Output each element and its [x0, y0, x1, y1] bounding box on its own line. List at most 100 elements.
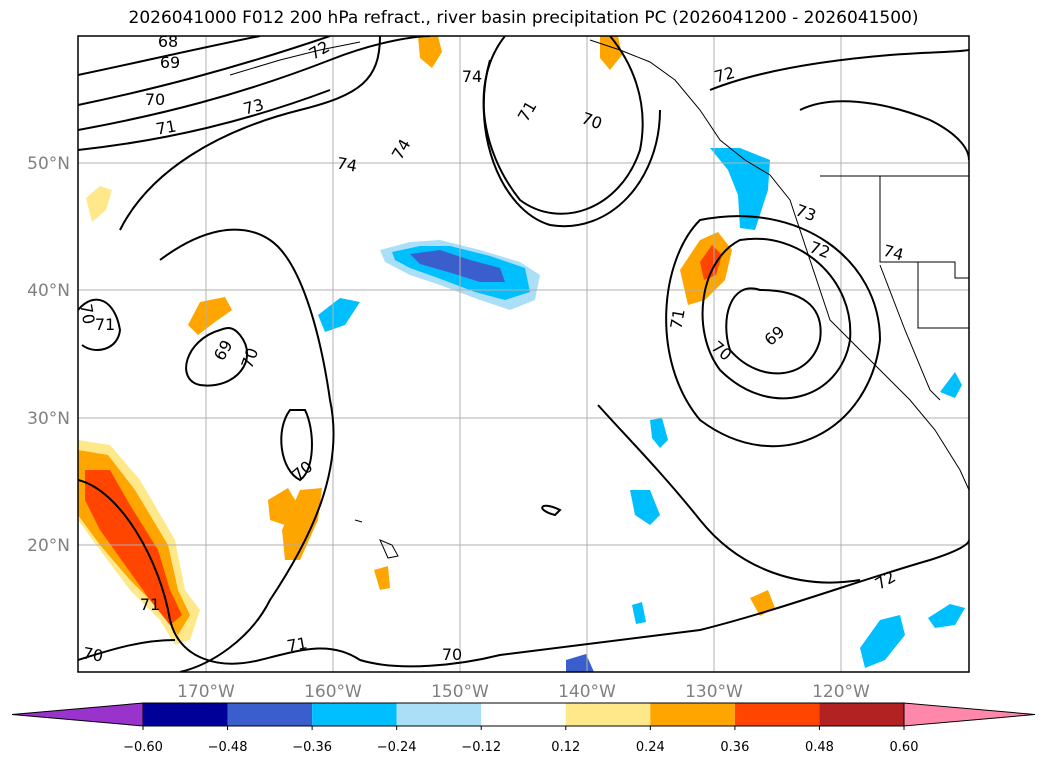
colorbar-tick-label: −0.48 — [208, 740, 248, 755]
contour-label: 68 — [158, 32, 178, 51]
map-area[interactable] — [78, 36, 969, 672]
map-background — [78, 36, 969, 672]
colorbar-segment — [143, 703, 228, 726]
refractivity-contours — [78, 36, 969, 672]
lat-label: 50°N — [27, 154, 70, 174]
lon-label: 160°W — [304, 682, 362, 702]
positive-region-southwest-max — [85, 470, 182, 625]
contour-label: 70 — [145, 90, 165, 109]
contour-label: 70 — [76, 302, 98, 325]
contour-label: 74 — [881, 241, 906, 265]
lon-label: 170°W — [177, 682, 235, 702]
negative-small-2 — [630, 490, 660, 525]
colorbar-segment — [481, 703, 566, 726]
contour-70-west — [185, 327, 249, 387]
colorbar-tick-label: 0.48 — [805, 740, 834, 755]
colorbar-segment — [819, 703, 904, 726]
state-borders — [879, 176, 969, 279]
lon-label: 140°W — [558, 682, 616, 702]
negative-small-5 — [928, 604, 965, 628]
lon-label: 150°W — [431, 682, 489, 702]
hawaii-islets — [354, 519, 363, 523]
coastlines — [229, 39, 969, 559]
lon-label: 120°W — [812, 682, 870, 702]
positive-small-1 — [188, 297, 232, 335]
contour-71-south — [78, 479, 969, 668]
negative-region-coast — [710, 148, 770, 230]
contour-68 — [78, 36, 261, 76]
latitude-labels: 50°N 40°N 30°N 20°N — [27, 154, 70, 556]
negative-small-1 — [318, 298, 360, 332]
colorbar-segment — [227, 703, 313, 726]
contour-70-sw — [78, 639, 176, 661]
contour-label: 71 — [95, 315, 115, 334]
contour-label: 73 — [241, 95, 266, 119]
positive-small-6 — [750, 590, 775, 616]
longitude-labels: 170°W 160°W 150°W 140°W 130°W 120°W — [177, 682, 870, 702]
colorbar-tick-label: −0.36 — [292, 740, 332, 755]
contour-71-east — [665, 215, 882, 448]
contour-72-east — [709, 49, 969, 91]
contour-71-low — [482, 59, 661, 228]
contour-69 — [78, 36, 331, 106]
colorbar-ticks: −0.60 −0.48 −0.36 −0.24 −0.12 0.12 0.24 0.36 0.4… — [123, 726, 918, 755]
map-frame — [77, 35, 970, 673]
colorbar-segment — [312, 703, 397, 726]
contour-72-south — [597, 404, 861, 584]
chart-title: 2026041000 F012 200 hPa refract., river … — [128, 8, 919, 28]
contour-71-tiny — [541, 504, 562, 517]
lat-label: 20°N — [27, 536, 70, 556]
contour-label: 69 — [160, 53, 180, 72]
contour-label: 74 — [335, 153, 358, 175]
state-borders-3 — [879, 264, 941, 401]
colorbar-tick-label: 0.60 — [890, 740, 919, 755]
contour-label: 71 — [140, 595, 160, 614]
colorbar-segment — [734, 703, 820, 726]
contour-71-far-west — [78, 298, 122, 351]
positive-small-3 — [282, 488, 322, 560]
contour-label: 70 — [442, 645, 462, 664]
contour-71-west — [159, 228, 335, 672]
colorbar-tick-label: −0.60 — [123, 740, 163, 755]
lat-label: 40°N — [27, 281, 70, 301]
negative-small-3 — [650, 418, 668, 448]
colorbar — [11, 702, 1036, 727]
contour-label: 71 — [666, 307, 688, 330]
negative-small-4 — [860, 615, 905, 668]
contour-73-east — [799, 100, 969, 161]
positive-small-7 — [86, 186, 112, 222]
state-borders-2 — [917, 262, 969, 329]
contour-71-north — [78, 89, 331, 151]
colorbar-tick-label: 0.24 — [636, 740, 665, 755]
contour-label: 71 — [285, 633, 308, 655]
contour-70-north — [78, 36, 431, 131]
lon-label: 130°W — [685, 682, 743, 702]
contour-70-small — [280, 409, 313, 482]
north-america-coastline — [589, 39, 969, 491]
positive-small-8 — [374, 566, 390, 590]
contour-72-north — [119, 36, 381, 231]
colorbar-segment — [565, 703, 651, 726]
colorbar-tick-label: −0.24 — [377, 740, 417, 755]
contour-label: 71 — [154, 116, 177, 138]
lat-label: 30°N — [27, 409, 70, 429]
contour-label: 74 — [462, 67, 482, 86]
positive-region-east-max — [700, 245, 722, 280]
aleutian-islands — [229, 41, 361, 76]
negative-region-central-max — [410, 250, 505, 282]
colorbar-tick-label: 0.12 — [551, 740, 580, 755]
colorbar-extension-min — [11, 702, 144, 727]
colorbar-segment — [650, 703, 735, 726]
positive-small-4 — [418, 36, 442, 68]
negative-small-6 — [940, 372, 962, 398]
colorbar-segment — [396, 703, 482, 726]
contour-label: 72 — [712, 63, 737, 87]
negative-small-8 — [632, 602, 646, 624]
contour-69-east — [725, 287, 822, 375]
contour-70-east — [701, 237, 852, 400]
hawaii-island — [379, 539, 399, 559]
colorbar-extension-max — [903, 702, 1036, 727]
colorbar-tick-label: −0.12 — [461, 740, 501, 755]
contour-label: 70 — [81, 643, 104, 665]
